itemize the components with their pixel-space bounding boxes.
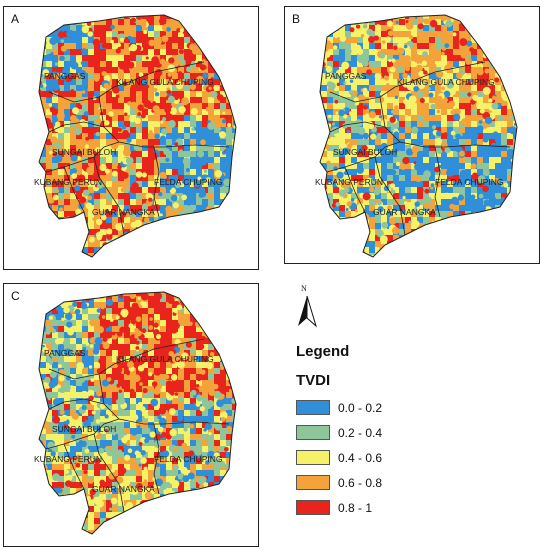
tvdi-map-a: PANGGAS KILANG GULA CHUPING SUNGAI BULOH KU… [34, 14, 237, 258]
legend-item: 0.0 - 0.2 [296, 395, 516, 420]
legend-swatch [296, 500, 330, 515]
region-label: SUNGAI BULOH [52, 147, 116, 157]
subdistrict-boundary [45, 418, 120, 450]
tvdi-map-c: PANGGAS KILANG GULA CHUPING SUNGAI BULOH KU… [34, 291, 237, 535]
subdistrict-boundary [93, 156, 125, 236]
legend: Legend TVDI 0.0 - 0.2 0.2 - 0.4 0.4 - 0.… [296, 343, 516, 520]
subdistrict-boundary [326, 141, 401, 173]
legend-swatch [296, 400, 330, 415]
region-label: GUAR NANGKA [92, 484, 155, 494]
region-label: FELDA CHUPING [154, 177, 223, 187]
legend-label: 0.2 - 0.4 [338, 425, 383, 440]
region-label: KUBANG PERUN [34, 454, 102, 464]
subdistrict-boundary [93, 433, 125, 513]
subdistrict-boundary [153, 146, 160, 218]
subdistrict-boundary [329, 61, 486, 103]
north-arrow-icon [298, 295, 317, 328]
region-label: SUNGAI BULOH [52, 424, 116, 434]
panel-letter-b: B [292, 12, 301, 26]
region-label: KILANG GULA CHUPING [116, 354, 214, 364]
legend-label: 0.0 - 0.2 [338, 400, 383, 415]
region-label: GUAR NANGKA [373, 207, 436, 217]
region-label: PANGGAS [44, 71, 86, 81]
region-label: KUBANG PERUN [315, 177, 383, 187]
subdistrict-boundary [344, 166, 366, 213]
legend-item: 0.6 - 0.8 [296, 470, 516, 495]
map-panel-b: B PANGGAS KILANG GULA CHUPING SUNGAI BULOH… [284, 6, 540, 264]
legend-item: 0.2 - 0.4 [296, 420, 516, 445]
map-panel-c: C PANGGAS KILANG GULA CHUPING SUNGAI BULOH… [3, 283, 259, 547]
legend-item: 0.4 - 0.6 [296, 445, 516, 470]
legend-swatch [296, 450, 330, 465]
panel-letter-c: C [11, 289, 20, 303]
region-label: SUNGAI BULOH [333, 147, 397, 157]
subdistrict-boundary [45, 141, 120, 173]
subdistrict-boundary [63, 166, 85, 213]
subdistrict-boundary [48, 61, 205, 103]
north-arrow: N [294, 284, 320, 330]
subdistrict-boundary [48, 338, 205, 380]
region-label: KUBANG PERUN [34, 177, 102, 187]
subdistrict-boundary [374, 156, 406, 236]
region-label: KILANG GULA CHUPING [116, 77, 214, 87]
legend-label: 0.4 - 0.6 [338, 450, 383, 465]
region-label: FELDA CHUPING [154, 454, 223, 464]
subdistrict-boundary [48, 121, 105, 133]
subdistrict-boundary [63, 443, 85, 490]
legend-item: 0.8 - 1 [296, 495, 516, 520]
region-label: FELDA CHUPING [435, 177, 504, 187]
north-letter: N [301, 284, 307, 293]
subdistrict-boundary [434, 146, 441, 218]
subdistrict-boundary [329, 121, 386, 133]
district-outline [38, 291, 237, 535]
legend-label: 0.8 - 1 [338, 500, 373, 515]
region-label: GUAR NANGKA [92, 207, 155, 217]
tvdi-raster [320, 15, 517, 257]
map-panel-a: A PANGGAS KILANG GULA CHUPING SUNGAI BULOH… [3, 6, 259, 270]
region-label: PANGGAS [325, 71, 367, 81]
district-outline [38, 14, 237, 258]
district-outline [319, 14, 518, 258]
legend-swatch [296, 475, 330, 490]
region-label: PANGGAS [44, 348, 86, 358]
legend-title: Legend [296, 343, 350, 360]
region-label: KILANG GULA CHUPING [397, 77, 495, 87]
subdistrict-boundary [48, 398, 105, 410]
legend-subtitle: TVDI [296, 372, 331, 389]
subdistrict-boundary [153, 423, 160, 495]
tvdi-map-b: PANGGAS KILANG GULA CHUPING SUNGAI BULOH KU… [315, 14, 518, 258]
legend-swatch [296, 425, 330, 440]
panel-letter-a: A [11, 12, 20, 26]
legend-label: 0.6 - 0.8 [338, 475, 383, 490]
